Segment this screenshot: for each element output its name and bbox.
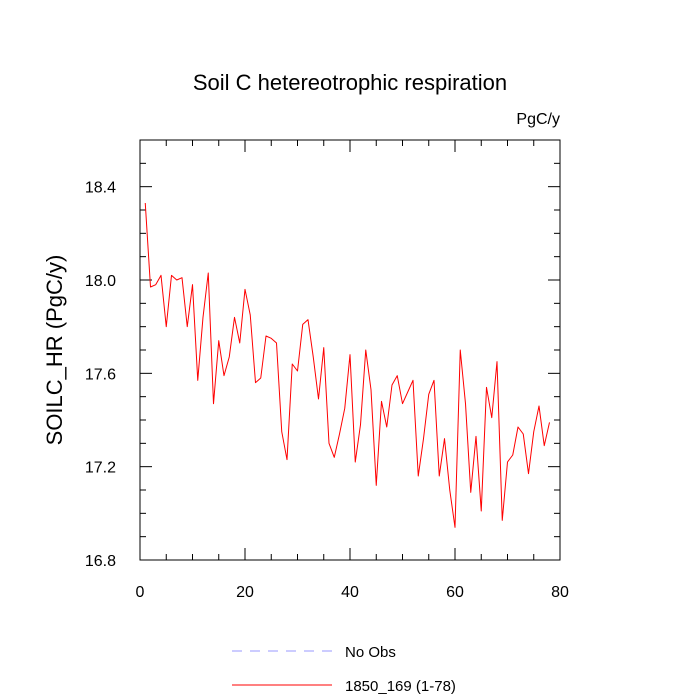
series-line-1 (144, 202, 550, 528)
axis-ticks (139, 139, 561, 561)
legend-label-no-obs: No Obs (345, 644, 396, 661)
series-lines (144, 202, 550, 528)
y-tick-label: 16.8 (85, 553, 116, 570)
y-tick-label: 17.2 (85, 460, 116, 477)
x-tick-label: 60 (446, 584, 464, 601)
plot-frame (139, 139, 561, 561)
y-axis-label: SOILC_HR (PgC/y) (42, 255, 67, 446)
x-tick-label: 20 (236, 584, 254, 601)
legend-label-run: 1850_169 (1-78) (345, 678, 456, 695)
legend: No Obs 1850_169 (1-78) (232, 644, 456, 695)
chart-title: Soil C hetereotrophic respiration (193, 70, 507, 95)
x-tick-label: 0 (136, 584, 145, 601)
chart-units: PgC/y (516, 111, 560, 128)
y-tick-label: 18.4 (85, 180, 116, 197)
x-tick-label: 40 (341, 584, 359, 601)
y-tick-label: 17.6 (85, 366, 116, 383)
x-tick-label: 80 (551, 584, 569, 601)
tick-labels: 0 20 40 60 80 16.8 17.2 17.6 18.0 18.4 (85, 180, 569, 601)
y-tick-label: 18.0 (85, 273, 116, 290)
